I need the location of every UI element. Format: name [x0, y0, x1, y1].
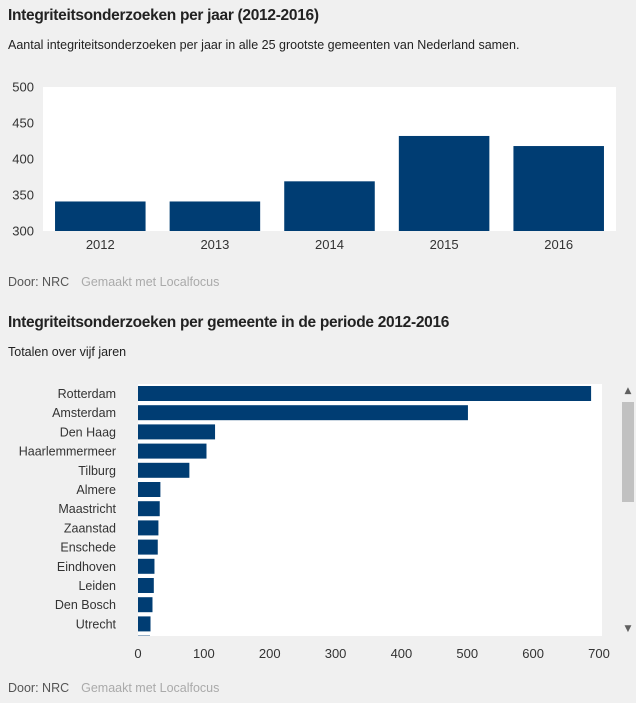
bar-2014[interactable] [284, 181, 375, 231]
category-label: Tilburg [78, 464, 116, 478]
bar-2012[interactable] [55, 201, 146, 231]
bar-2016[interactable] [513, 146, 604, 231]
category-label: Leiden [78, 579, 116, 593]
bar-2013[interactable] [169, 201, 261, 231]
x-tick-label: 0 [134, 646, 141, 661]
scrollbar-thumb[interactable] [622, 402, 634, 502]
bar-haarlemmermeer[interactable] [138, 443, 207, 459]
category-label: Rotterdam [58, 387, 116, 401]
bar-leiden[interactable] [138, 578, 154, 593]
chart2-subtitle: Totalen over vijf jaren [8, 345, 127, 359]
bar-2015[interactable] [398, 135, 490, 231]
y-tick-label: 400 [12, 152, 34, 167]
bar-den-bosch[interactable] [138, 597, 153, 613]
chart1-credit: Door: NRC Gemaakt met Localfocus [8, 275, 219, 289]
x-tick-label: 2012 [86, 237, 115, 252]
bar-partial [138, 635, 150, 636]
chart1-credit-author: Door: NRC [8, 275, 70, 289]
category-label: Den Haag [60, 425, 116, 439]
bar-almere[interactable] [138, 482, 161, 497]
municipality-bar-chart: Rotterdam Amsterdam Den Haag Haarlemmermeer… [19, 384, 610, 661]
x-tick-label: 300 [325, 646, 347, 661]
bar-den-haag[interactable] [138, 424, 216, 440]
x-tick-label: 500 [456, 646, 478, 661]
x-tick-label: 400 [391, 646, 413, 661]
category-label: Den Bosch [55, 598, 116, 612]
chart1-subtitle: Aantal integriteitsonderzoeken per jaar … [8, 38, 520, 52]
x-tick-label: 700 [588, 646, 610, 661]
bar-tilburg[interactable] [138, 462, 190, 478]
chart2-credit-localfocus[interactable]: Gemaakt met Localfocus [81, 681, 220, 695]
category-label: Utrecht [76, 617, 117, 631]
category-label: Eindhoven [57, 560, 116, 574]
chart1-credit-localfocus[interactable]: Gemaakt met Localfocus [81, 275, 220, 289]
y-tick-label: 300 [12, 224, 34, 239]
y-tick-label: 350 [12, 188, 34, 203]
bar-amsterdam[interactable] [138, 405, 468, 421]
x-tick-label: 2013 [200, 237, 229, 252]
scroll-down-icon[interactable]: ▼ [624, 624, 632, 634]
y-tick-label: 450 [12, 116, 34, 131]
category-label: Maastricht [58, 502, 116, 516]
category-label: Almere [76, 483, 116, 497]
x-tick-label: 200 [259, 646, 281, 661]
chart2-title: Integriteitsonderzoeken per gemeente in … [8, 314, 450, 331]
bar-maastricht[interactable] [138, 501, 160, 517]
x-tick-label: 2014 [315, 237, 344, 252]
chart2-scrollbar[interactable]: ▲ ▼ [620, 384, 636, 636]
chart2-credit-author: Door: NRC [8, 681, 70, 695]
chart1-title: Integriteitsonderzoeken per jaar (2012-2… [8, 7, 319, 24]
y-tick-label: 500 [12, 80, 34, 95]
x-tick-label: 2015 [430, 237, 459, 252]
bar-enschede[interactable] [138, 539, 158, 555]
yearly-bar-chart: 300 350 400 450 500 2012 2013 2014 2015 2016 [12, 80, 616, 252]
category-label: Haarlemmermeer [19, 445, 116, 459]
x-tick-label: 600 [522, 646, 544, 661]
x-tick-label: 2016 [544, 237, 573, 252]
category-label: Zaanstad [64, 521, 116, 535]
x-tick-label: 100 [193, 646, 215, 661]
chart2-plot-area [138, 384, 602, 636]
bar-eindhoven[interactable] [138, 558, 155, 574]
bar-zaanstad[interactable] [138, 520, 159, 536]
category-label: Amsterdam [52, 406, 116, 420]
chart2-credit: Door: NRC Gemaakt met Localfocus [8, 681, 219, 695]
bar-utrecht[interactable] [138, 616, 151, 632]
category-label: Enschede [60, 541, 116, 555]
scroll-up-icon[interactable]: ▲ [624, 386, 632, 396]
bar-rotterdam[interactable] [138, 386, 592, 401]
